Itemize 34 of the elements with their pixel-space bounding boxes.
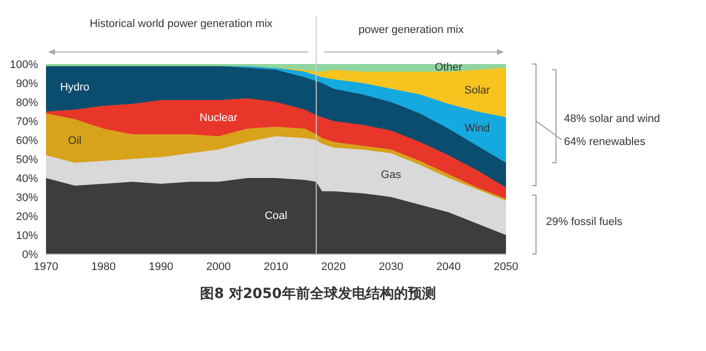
y-tick-label: 10% (16, 230, 38, 242)
y-tick-label: 80% (16, 96, 38, 109)
series-label: Hydro (60, 82, 90, 94)
series-label: Gas (380, 169, 402, 182)
y-tick-label: 70% (16, 116, 38, 128)
x-tick-label: 1970 (34, 260, 58, 273)
y-tick-label: 0% (22, 248, 38, 261)
y-tick-label: 60% (16, 134, 38, 147)
y-tick-label: 20% (16, 210, 38, 223)
x-tick-label: 2000 (206, 260, 231, 273)
text: 48% solar and wind (564, 113, 660, 126)
series-label: Coal (264, 210, 288, 222)
series-label: Oil (68, 134, 82, 147)
series-label: Other (434, 62, 463, 74)
text: Historical world power generation mix (88, 18, 274, 31)
x-tick-label: 1990 (148, 260, 174, 273)
text: 64% renewables (564, 136, 646, 150)
text: 29% fossil fuels (546, 216, 622, 229)
y-tick-label: 30% (16, 192, 38, 204)
x-tick-label: 2050 (494, 260, 518, 273)
y-tick-label: 100% (10, 58, 38, 71)
x-tick-label: 2040 (436, 260, 461, 273)
caption: 图8 对2050年前全球发电结构的预测 (199, 286, 437, 302)
y-tick-label: 90% (16, 78, 38, 90)
y-tick-label: 40% (16, 172, 38, 185)
x-tick-label: 2010 (264, 260, 288, 273)
series-label: Solar (464, 84, 490, 97)
x-tick-label: 2020 (321, 260, 346, 273)
series-label: Wind (464, 122, 490, 135)
y-tick-label: 50% (16, 154, 38, 166)
x-tick-label: 2030 (378, 260, 404, 273)
series-label: Nuclear (200, 112, 238, 124)
text: power generation mix (358, 24, 465, 37)
x-tick-label: 1980 (91, 260, 116, 273)
